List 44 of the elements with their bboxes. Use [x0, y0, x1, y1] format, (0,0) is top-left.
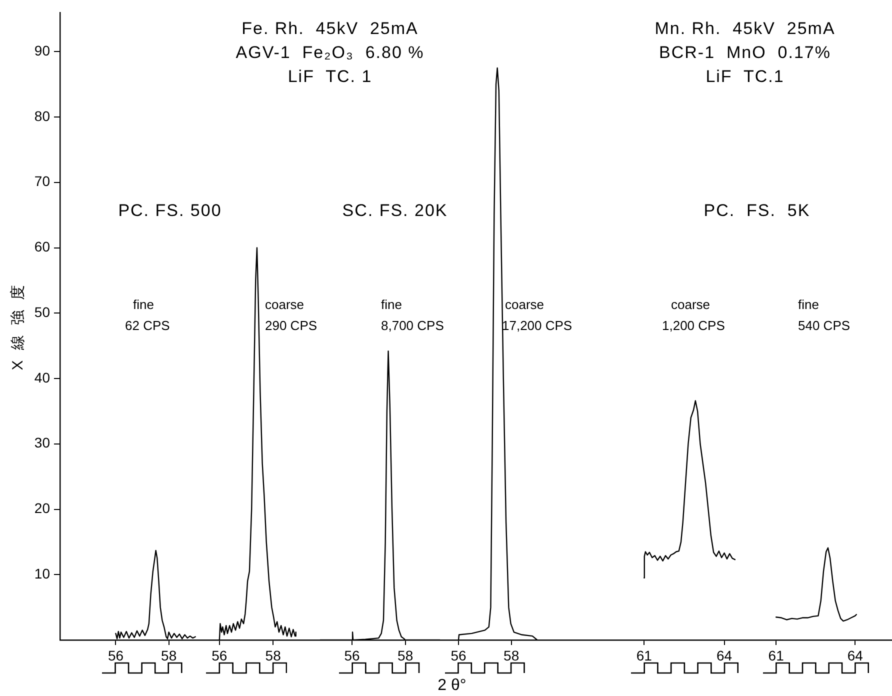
x-axis-title: 2 θ° — [438, 677, 466, 695]
text: Fe. Rh. 45kV 25mA — [242, 18, 418, 40]
x-tick-label: 56 — [450, 647, 466, 664]
y-tick-label: 50 — [34, 304, 50, 320]
annotation: SC. FS. 20K — [342, 200, 448, 222]
y-tick-label: 20 — [34, 500, 50, 516]
x-tick-label: 64 — [716, 647, 732, 664]
annotation: LiF TC.1 — [706, 66, 784, 88]
x-tick-label: 58 — [265, 647, 282, 664]
x-tick-label: 56 — [212, 647, 228, 664]
annotation: 17,200 CPS — [502, 318, 572, 334]
y-tick-label: 40 — [34, 369, 50, 386]
annotation: coarse — [671, 297, 710, 313]
annotation: fine — [133, 297, 154, 313]
annotation: fine — [381, 297, 402, 313]
annotation: LiF TC. 1 — [288, 66, 372, 88]
x-tick-label: 61 — [636, 647, 652, 664]
annotation: 540 CPS — [798, 318, 850, 334]
x-tick-label: 61 — [768, 647, 784, 664]
annotation: AGV-1 Fe₂O₃ 6.80 % — [236, 42, 424, 64]
annotation: coarse — [265, 297, 304, 313]
x-tick-label: 58 — [161, 647, 177, 664]
annotation: 1,200 CPS — [662, 318, 725, 334]
x-tick-label: 56 — [108, 647, 124, 664]
annotation: PC. FS. 5K — [704, 200, 810, 222]
y-tick-label: 90 — [34, 42, 50, 58]
x-tick-label: 56 — [344, 647, 360, 664]
annotation: 290 CPS — [265, 318, 318, 334]
x-tick-label: 58 — [504, 647, 520, 664]
annotation: BCR-1 MnO 0.17% — [659, 42, 831, 64]
annotation: 62 CPS — [125, 318, 170, 334]
text: Mn. Rh. 45kV 25mA — [654, 18, 836, 40]
y-tick-label: 30 — [34, 434, 50, 451]
y-tick-label: 70 — [34, 173, 50, 190]
y-tick-label: 60 — [34, 238, 50, 255]
annotation: 8,700 CPS — [381, 318, 444, 334]
annotation: PC. FS. 500 — [118, 200, 222, 222]
annotation: coarse — [505, 297, 544, 313]
x-tick-label: 64 — [847, 647, 864, 664]
y-axis-title: X 線 強 度 — [8, 282, 28, 370]
y-tick-label: 80 — [34, 108, 50, 124]
y-tick-label: 10 — [34, 565, 50, 582]
x-tick-label: 58 — [398, 647, 414, 664]
annotation: fine — [798, 297, 819, 313]
